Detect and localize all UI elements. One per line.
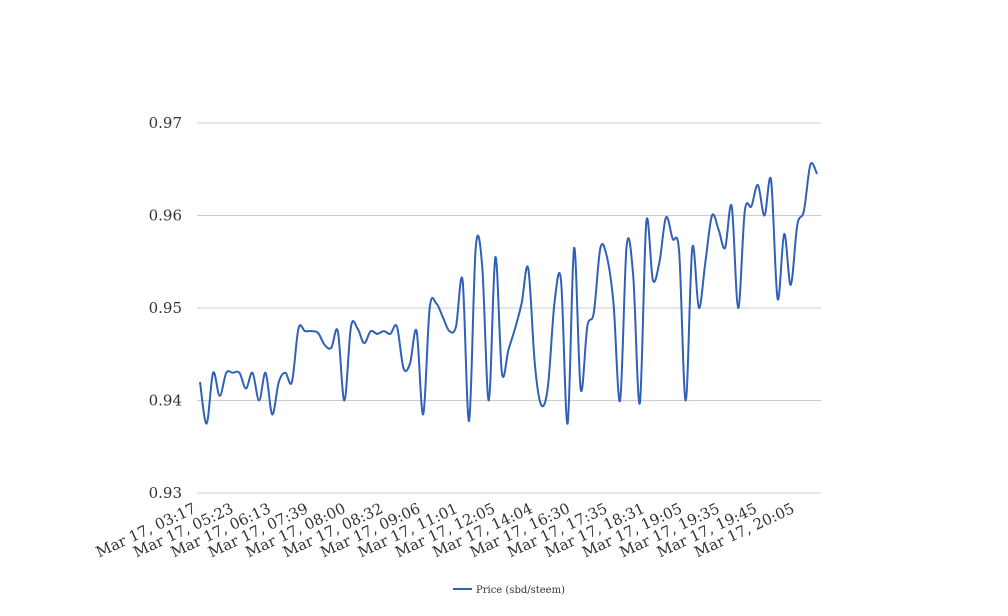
legend-label: Price (sbd/steem) (476, 585, 565, 596)
y-tick-label: 0.93 (149, 484, 182, 502)
y-tick-label: 0.96 (149, 207, 182, 225)
series-line-price (199, 162, 818, 425)
gridlines (197, 122, 821, 494)
series-layer (199, 162, 818, 425)
legend: Price (sbd/steem) (453, 585, 565, 596)
y-tick-label: 0.95 (149, 299, 182, 317)
y-axis-tick-labels: 0.93 0.94 0.95 0.96 0.97 (149, 114, 182, 502)
y-tick-label: 0.94 (149, 392, 182, 410)
y-tick-label: 0.97 (149, 114, 182, 132)
